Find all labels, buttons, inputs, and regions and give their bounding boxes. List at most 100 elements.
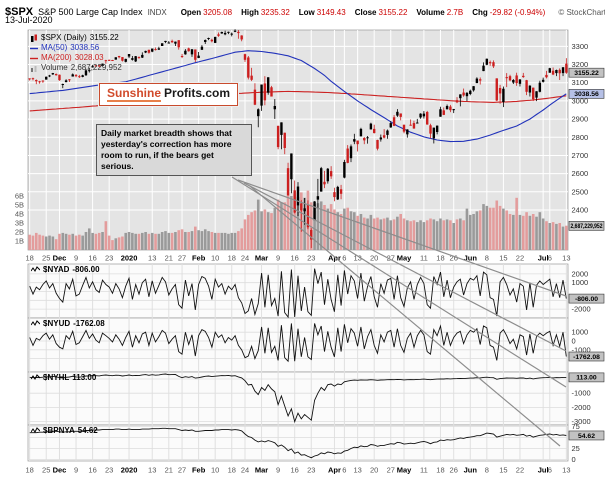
legend-ma200: MA(200) 3028.03: [30, 53, 122, 63]
svg-text:13: 13: [148, 466, 156, 475]
svg-text:16: 16: [88, 466, 96, 475]
svg-text:10: 10: [211, 254, 219, 263]
svg-text:23: 23: [307, 466, 315, 475]
candlesticks: [28, 29, 568, 248]
watermark-word2: Profits.com: [164, 86, 231, 100]
svg-text:Mar: Mar: [255, 466, 268, 475]
svg-text:3038.56: 3038.56: [574, 91, 599, 98]
symbol: $SPX: [5, 6, 34, 18]
svg-text:18: 18: [228, 466, 236, 475]
svg-text:27: 27: [387, 466, 395, 475]
ma200-line-icon: [30, 57, 38, 59]
svg-text:8: 8: [485, 466, 489, 475]
svg-text:-2000: -2000: [572, 305, 591, 314]
svg-text:10: 10: [211, 466, 219, 475]
exchange-tag: INDX: [147, 8, 167, 17]
svg-text:3000: 3000: [572, 96, 589, 105]
svg-text:9: 9: [74, 254, 78, 263]
svg-text:18: 18: [25, 254, 33, 263]
svg-text:18: 18: [436, 254, 444, 263]
svg-text:2800: 2800: [572, 133, 589, 142]
svg-text:1B: 1B: [15, 237, 24, 246]
svg-text:113.00: 113.00: [576, 375, 597, 382]
svg-text:-3000: -3000: [572, 417, 591, 426]
svg-text:3B: 3B: [15, 219, 24, 228]
svg-text:5B: 5B: [15, 201, 24, 210]
svg-text:20: 20: [370, 466, 378, 475]
svg-text:Mar: Mar: [255, 254, 268, 263]
panel-legend-nyhl: $NYHL 113.00: [31, 373, 96, 382]
svg-text:54.62: 54.62: [578, 433, 595, 440]
svg-text:8: 8: [485, 254, 489, 263]
svg-text:2000: 2000: [572, 269, 589, 278]
svg-text:-1762.08: -1762.08: [573, 354, 600, 361]
watermark: Sunshine Profits.com: [99, 83, 239, 106]
svg-text:26: 26: [450, 466, 458, 475]
svg-text:16: 16: [291, 254, 299, 263]
index-name: S&P 500 Large Cap Index: [38, 7, 143, 17]
svg-text:23: 23: [307, 254, 315, 263]
svg-text:25: 25: [42, 254, 50, 263]
svg-text:6: 6: [548, 254, 552, 263]
svg-text:6: 6: [342, 466, 346, 475]
svg-text:May: May: [397, 254, 412, 263]
chart-date: 13-Jul-2020: [5, 15, 53, 25]
svg-text:22: 22: [516, 254, 524, 263]
quote-header: $SPX S&P 500 Large Cap Index INDX Open 32…: [5, 2, 605, 20]
panel-legend-nyad: $NYAD -806.00: [31, 265, 100, 274]
svg-text:18: 18: [25, 466, 33, 475]
svg-text:2B: 2B: [15, 228, 24, 237]
svg-text:0: 0: [572, 455, 576, 464]
svg-text:21: 21: [165, 466, 173, 475]
indicator-panel-nyhl: -1000 -2000 -3000 113.00: [28, 372, 605, 426]
annotation-note: Daily market breadth shows that yesterda…: [96, 124, 252, 177]
x-grid-and-labels: 18182525DecDec99161623232020202013132121…: [25, 30, 571, 475]
svg-text:75: 75: [572, 422, 580, 431]
field-volume: Volume 2.7B: [416, 8, 464, 17]
svg-text:24: 24: [241, 466, 249, 475]
svg-text:22: 22: [516, 466, 524, 475]
field-low: Low 3149.43: [298, 8, 346, 17]
svg-text:6: 6: [342, 254, 346, 263]
field-high: High 3235.32: [241, 8, 290, 17]
svg-text:-2000: -2000: [572, 403, 591, 412]
svg-text:Jun: Jun: [464, 254, 478, 263]
svg-text:4B: 4B: [15, 210, 24, 219]
candlestick-icon: [31, 34, 37, 42]
svg-text:24: 24: [241, 254, 249, 263]
svg-text:Feb: Feb: [192, 466, 206, 475]
svg-text:23: 23: [105, 254, 113, 263]
svg-text:15: 15: [499, 254, 507, 263]
svg-text:2600: 2600: [572, 169, 589, 178]
svg-text:Jul: Jul: [538, 254, 549, 263]
svg-text:26: 26: [450, 254, 458, 263]
svg-text:11: 11: [420, 466, 428, 475]
svg-text:13: 13: [562, 254, 570, 263]
legend-spx: $SPX (Daily) 3155.22: [30, 33, 122, 43]
svg-text:15: 15: [499, 466, 507, 475]
svg-text:Dec: Dec: [53, 466, 67, 475]
annotation-trendlines: [231, 176, 567, 447]
svg-text:27: 27: [387, 254, 395, 263]
svg-text:6B: 6B: [15, 192, 24, 201]
field-open: Open 3205.08: [180, 8, 233, 17]
svg-text:May: May: [397, 466, 412, 475]
svg-text:23: 23: [105, 466, 113, 475]
svg-text:0: 0: [572, 337, 576, 346]
svg-text:3200: 3200: [572, 60, 589, 69]
svg-text:27: 27: [178, 466, 186, 475]
svg-text:25: 25: [572, 444, 580, 453]
svg-text:18: 18: [228, 254, 236, 263]
volume-bars-icon: [31, 65, 37, 72]
svg-text:2400: 2400: [572, 205, 589, 214]
field-chg: Chg -29.82 (-0.94%): [472, 8, 546, 17]
svg-text:18: 18: [436, 466, 444, 475]
volume-bars: [28, 190, 568, 250]
svg-text:3300: 3300: [572, 42, 589, 51]
field-close: Close 3155.22: [354, 8, 408, 17]
svg-text:2700: 2700: [572, 151, 589, 160]
svg-text:13: 13: [148, 254, 156, 263]
svg-text:25: 25: [42, 466, 50, 475]
